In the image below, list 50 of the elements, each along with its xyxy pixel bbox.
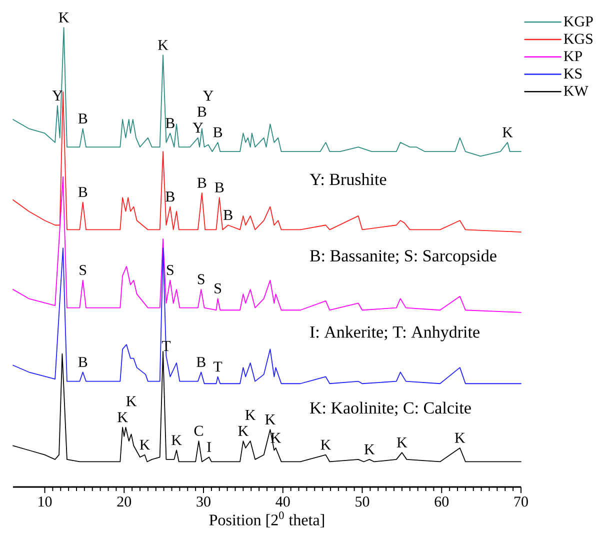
x-tick-label: 50 bbox=[356, 496, 370, 507]
annotation: K bbox=[158, 40, 168, 50]
legend-label: KGP bbox=[564, 16, 593, 26]
annotation: K bbox=[118, 412, 128, 422]
x-tick-label: 70 bbox=[514, 496, 528, 507]
x-tick-label: 10 bbox=[38, 496, 52, 507]
annotation: Y bbox=[203, 90, 214, 101]
annotation: B bbox=[78, 357, 88, 367]
annotation: B bbox=[197, 106, 206, 117]
annotation: B bbox=[224, 210, 232, 220]
annotation: K bbox=[396, 438, 408, 448]
annotation: K bbox=[172, 435, 182, 446]
annotation: C bbox=[194, 426, 203, 436]
annotation: K bbox=[364, 444, 375, 454]
annotation: K bbox=[502, 127, 513, 138]
legend-label: KP bbox=[564, 51, 582, 62]
annotation: S bbox=[167, 264, 174, 276]
x-tick-label: 20 bbox=[117, 496, 132, 507]
annotation: B bbox=[166, 192, 174, 202]
annotation: Y: Brushite bbox=[310, 173, 386, 186]
annotation: K bbox=[238, 426, 248, 436]
annotation: S bbox=[214, 283, 222, 294]
annotation: K bbox=[320, 440, 332, 450]
annotation: S bbox=[80, 264, 86, 276]
annotation: K: Kaolinite; C: Calcite bbox=[310, 402, 471, 416]
annotation: K bbox=[245, 410, 256, 420]
annotation: K bbox=[265, 414, 276, 424]
annotation: B bbox=[213, 127, 222, 138]
annotation: B bbox=[197, 178, 206, 188]
x-tick-label: 40 bbox=[276, 496, 290, 507]
annotation: S bbox=[198, 274, 204, 284]
annotation: B bbox=[196, 357, 206, 367]
annotation: K bbox=[126, 396, 137, 406]
legend-label: KS bbox=[564, 68, 582, 79]
annotation: K bbox=[58, 12, 70, 22]
annotation: I: Ankerite; T: Anhydrite bbox=[310, 326, 480, 342]
annotation: T bbox=[213, 362, 222, 372]
x-axis-title: Position [2$^{0}$ theta] bbox=[209, 512, 324, 528]
x-tick-label: 60 bbox=[434, 496, 449, 507]
annotation: K bbox=[454, 432, 466, 443]
annotation: B bbox=[78, 187, 88, 197]
annotation: B: Bassanite; S: Sarcopside bbox=[310, 250, 496, 265]
legend-label: KW bbox=[564, 86, 588, 96]
annotation: B bbox=[214, 182, 224, 192]
legend-label: KGS bbox=[564, 34, 592, 44]
annotation: K bbox=[140, 440, 150, 450]
annotation: B bbox=[78, 114, 88, 124]
annotation: I bbox=[207, 442, 212, 452]
x-tick-label: 30 bbox=[196, 496, 210, 507]
annotation: Y bbox=[192, 122, 203, 133]
